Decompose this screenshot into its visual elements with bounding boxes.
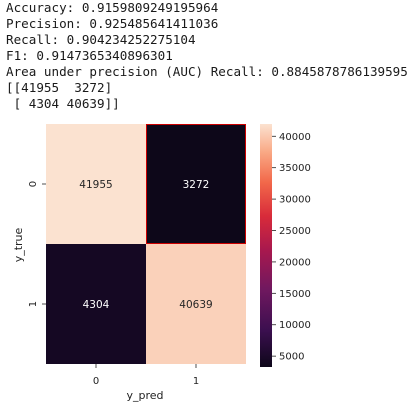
y-axis-ticks: 01 — [28, 181, 46, 307]
heatmap-cell-0-0 — [46, 124, 146, 244]
matrix-row-1-line: [ 4304 40639]] — [6, 96, 120, 111]
y-tick-label-0: 0 — [28, 181, 39, 187]
cell-value-label-1-1: 40639 — [179, 299, 212, 311]
heatmap-cell-1-0 — [46, 244, 146, 364]
recall-line: Recall: 0.904234252275104 — [6, 32, 196, 47]
colorbar-tick-label-6: 35000 — [279, 163, 311, 174]
cell-value-label-1-0: 4304 — [83, 299, 110, 311]
precision-line: Precision: 0.925485641411036 — [6, 16, 219, 31]
x-tick-label-1: 1 — [193, 376, 199, 387]
y-axis-label: y_true — [12, 227, 25, 262]
y-tick-label-1: 1 — [28, 301, 39, 307]
heatmap-cell-1-1 — [146, 244, 246, 364]
cell-value-label-0-0: 41955 — [79, 179, 112, 191]
matrix-row-0-line: [[41955 3272] — [6, 80, 113, 95]
colorbar — [260, 124, 272, 367]
colorbar-tick-label-2: 15000 — [279, 289, 311, 300]
colorbar-tick-label-7: 40000 — [279, 132, 311, 143]
colorbar-tick-label-5: 30000 — [279, 195, 311, 206]
console-output: Accuracy: 0.9159809249195964 Precision: 0… — [6, 0, 408, 112]
x-tick-label-0: 0 — [93, 376, 99, 387]
f1-line: F1: 0.9147365340896301 — [6, 48, 173, 63]
accuracy-line: Accuracy: 0.9159809249195964 — [6, 0, 219, 15]
heatmap-cell-labels: 41955 3272 4304 40639 — [79, 179, 212, 311]
colorbar-tick-label-3: 20000 — [279, 257, 311, 268]
cell-highlight-border — [146, 124, 246, 244]
heatmap-cell-0-1 — [146, 124, 246, 244]
colorbar-tick-label-4: 25000 — [279, 226, 311, 237]
colorbar-tick-label-0: 5000 — [279, 352, 304, 363]
x-axis-label: y_pred — [126, 389, 163, 402]
cell-value-label-0-1: 3272 — [183, 179, 210, 191]
auc-line: Area under precision (AUC) Recall: 0.884… — [6, 64, 408, 79]
heatmap-cells — [46, 124, 246, 364]
colorbar-ticks: 5000 10000 15000 20000 25000 30000 35000 40000 — [272, 132, 311, 363]
colorbar-tick-label-1: 10000 — [279, 320, 311, 331]
